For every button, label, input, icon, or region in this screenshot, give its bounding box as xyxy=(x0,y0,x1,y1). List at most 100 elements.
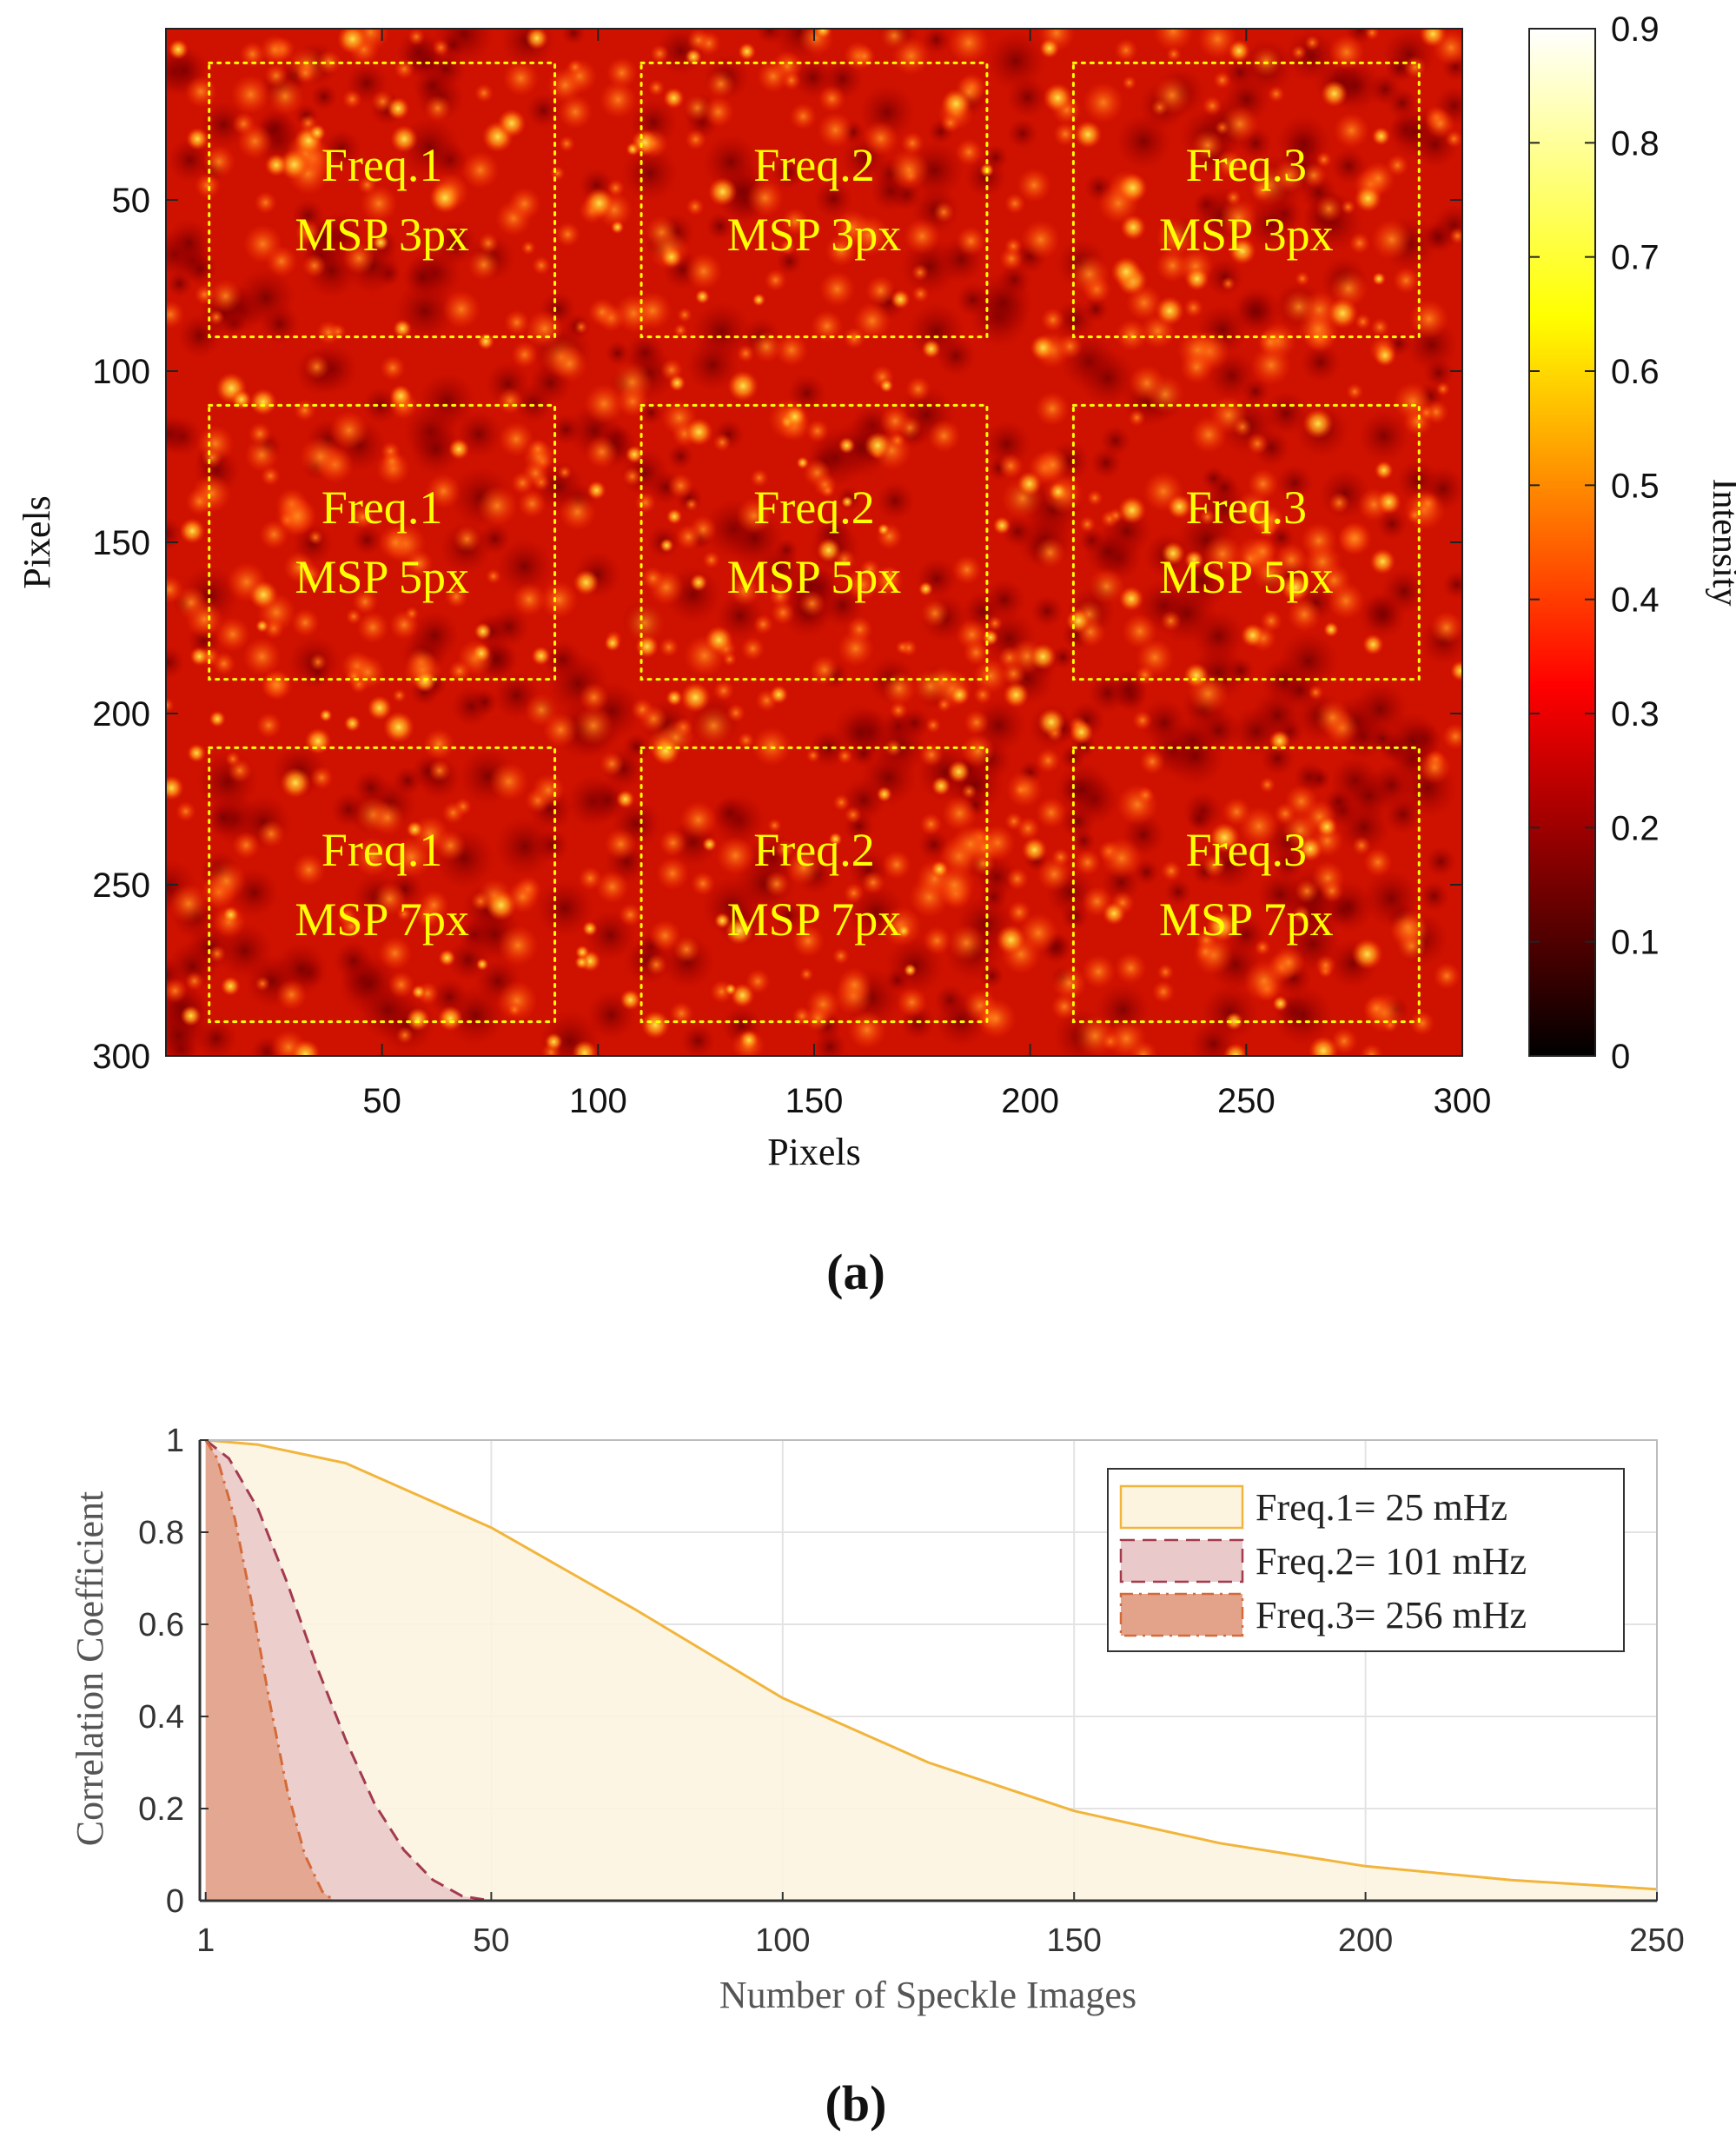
speckle-warm xyxy=(1435,382,1450,396)
speckle-warm xyxy=(919,742,944,767)
y-tick-label: 300 xyxy=(92,1038,150,1076)
speckle-hot xyxy=(411,985,427,999)
speckle-hot xyxy=(1315,816,1338,838)
speckle-hot xyxy=(222,906,240,924)
speckle-dark xyxy=(333,940,374,981)
speckle-warm xyxy=(1037,857,1071,892)
speckle-warm xyxy=(512,582,547,616)
speckle-hot xyxy=(1118,586,1144,612)
speckle-warm xyxy=(746,179,784,216)
speckle-warm xyxy=(262,669,293,701)
speckle-warm xyxy=(184,76,217,108)
speckle-warm xyxy=(1268,85,1285,103)
region-frequency-label: Freq.3 xyxy=(1186,824,1307,876)
speckle-warm xyxy=(1007,900,1031,925)
speckle-hot xyxy=(1228,40,1250,63)
legend-label: Freq.2= 101 mHz xyxy=(1256,1540,1527,1583)
speckle-warm xyxy=(987,615,1003,632)
speckle-warm xyxy=(820,482,835,498)
speckle-warm xyxy=(423,728,455,760)
speckle-hot xyxy=(651,736,680,766)
speckle-warm xyxy=(497,388,524,415)
speckle-warm xyxy=(1295,271,1310,287)
speckle-dark xyxy=(772,899,805,933)
speckle-hot xyxy=(714,913,731,929)
speckle-warm xyxy=(712,433,732,452)
speckle-warm xyxy=(600,751,625,777)
speckle-warm xyxy=(647,79,665,96)
speckle-warm xyxy=(1152,980,1175,1004)
region-box xyxy=(639,746,989,1024)
speckle-warm xyxy=(956,226,986,256)
speckle-hot xyxy=(666,508,683,525)
speckle-hot xyxy=(739,1030,759,1051)
speckle-hot xyxy=(1184,550,1204,570)
speckle-warm xyxy=(622,466,642,487)
speckle-warm xyxy=(879,405,911,437)
speckle-warm xyxy=(951,825,990,864)
speckle-warm xyxy=(255,712,282,739)
speckle-warm xyxy=(1218,198,1258,238)
speckle-warm xyxy=(764,269,787,292)
speckle-hot xyxy=(209,710,226,727)
speckle-hot xyxy=(390,125,419,153)
speckle-warm xyxy=(1292,905,1311,925)
speckle-warm xyxy=(1246,432,1269,455)
speckle-hot xyxy=(1362,634,1384,655)
speckle-hot xyxy=(1450,661,1462,681)
speckle-warm xyxy=(525,693,559,727)
speckle-warm xyxy=(686,29,711,52)
speckle-dark xyxy=(496,538,553,595)
speckle-hot xyxy=(1321,80,1348,108)
speckle-dark xyxy=(550,414,582,446)
speckle-warm xyxy=(169,883,209,924)
speckle-hot xyxy=(180,1005,202,1026)
speckle-warm xyxy=(1363,847,1393,877)
speckle-warm xyxy=(1346,382,1363,401)
speckle-warm xyxy=(329,410,369,450)
speckle-warm xyxy=(407,29,426,46)
speckle-dark xyxy=(183,252,218,287)
speckle-dark xyxy=(1278,631,1339,692)
speckle-hot xyxy=(1354,184,1382,212)
speckle-warm xyxy=(239,41,266,68)
y-tick-label: 0.8 xyxy=(138,1515,184,1551)
speckle-hot xyxy=(947,760,971,784)
speckle-dark xyxy=(1418,880,1450,913)
speckle-hot xyxy=(725,916,754,946)
speckle-warm xyxy=(706,70,736,99)
speckle-hot xyxy=(616,789,635,809)
speckle-warm xyxy=(232,831,261,860)
speckle-warm xyxy=(750,468,769,488)
speckle-warm xyxy=(502,60,539,96)
speckle-warm xyxy=(1078,515,1096,533)
speckle-warm xyxy=(703,96,734,128)
speckle-warm xyxy=(1201,853,1227,879)
speckle-warm xyxy=(1035,391,1070,427)
speckle-warm xyxy=(999,246,1024,271)
speckle-warm xyxy=(1341,199,1356,215)
speckle-warm xyxy=(230,75,271,115)
speckle-warm xyxy=(520,240,536,256)
speckle-warm xyxy=(659,828,687,857)
speckle-warm xyxy=(805,419,830,443)
speckle-hot xyxy=(166,775,184,800)
speckle-warm xyxy=(1183,298,1203,318)
speckle-dark xyxy=(199,100,248,149)
speckle-warm xyxy=(1371,219,1413,261)
speckle-warm xyxy=(736,497,772,534)
speckle-warm xyxy=(972,658,1008,694)
speckle-warm xyxy=(997,453,1024,479)
speckle-hot xyxy=(1102,901,1126,926)
speckle-warm xyxy=(316,50,341,75)
speckle-hot xyxy=(308,123,326,142)
speckle-warm xyxy=(599,80,637,119)
speckle-hot xyxy=(186,127,209,150)
speckle-warm xyxy=(381,450,403,473)
speckle-warm xyxy=(1338,521,1373,556)
speckle-hot xyxy=(1229,237,1256,265)
speckle-warm xyxy=(404,606,420,621)
x-tick-label: 200 xyxy=(1338,1922,1393,1959)
speckle-dark xyxy=(1165,726,1225,787)
